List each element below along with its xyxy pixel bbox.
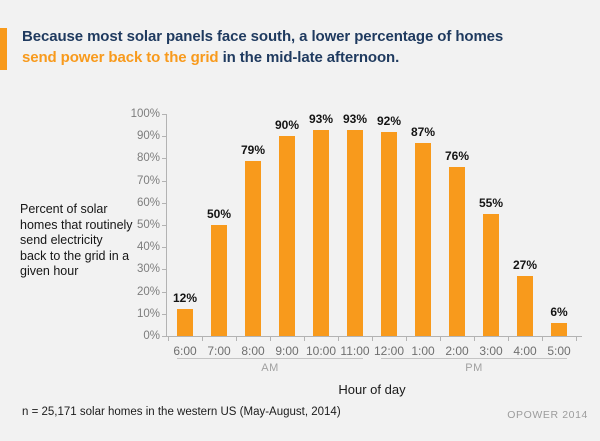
x-tick-label: 11:00	[340, 344, 370, 358]
y-tick-label: 0%	[143, 330, 160, 342]
y-tick-label: 40%	[136, 241, 160, 254]
x-tick-label: 8:00	[241, 344, 265, 358]
y-axis-description-line: homes that routinely	[20, 217, 133, 232]
x-tick	[338, 337, 339, 341]
bar-value-label: 90%	[274, 118, 300, 132]
x-axis-title: Hour of day	[338, 382, 406, 397]
y-tick	[162, 158, 166, 160]
y-tick	[162, 180, 166, 182]
bar	[449, 167, 465, 336]
y-tick-label: 50%	[136, 219, 160, 231]
bar-value-label: 50%	[206, 207, 232, 221]
x-tick-label: 7:00	[207, 344, 231, 358]
bar	[177, 309, 193, 336]
bar	[211, 225, 227, 336]
title-line1: Because most solar panels face south, a …	[22, 28, 504, 45]
x-tick-label: 6:00	[173, 344, 197, 358]
y-tick	[162, 114, 166, 115]
y-tick-label: 20%	[136, 285, 160, 298]
x-tick	[576, 337, 577, 341]
x-tick	[406, 337, 407, 341]
x-tick-label: 12:00	[373, 344, 405, 358]
x-tick	[474, 337, 475, 341]
bar	[551, 323, 567, 336]
bar	[245, 161, 261, 336]
title-accent-bar	[0, 28, 7, 70]
x-tick	[508, 337, 509, 341]
title-highlight: send power back to the grid	[22, 49, 219, 66]
y-tick-label: 90%	[136, 130, 160, 143]
bar-value-label: 87%	[410, 125, 436, 139]
y-axis-line	[166, 114, 167, 337]
bar	[347, 130, 363, 336]
x-tick	[168, 337, 169, 341]
x-tick-label: 3:00	[479, 344, 503, 358]
y-tick-label: 70%	[136, 174, 160, 187]
bar	[415, 143, 431, 336]
y-axis-description-line: back to the grid in a	[20, 248, 130, 263]
x-tick-label: 9:00	[275, 344, 299, 358]
bar-value-label: 92%	[376, 114, 402, 128]
bar	[381, 132, 397, 336]
y-tick	[162, 136, 166, 138]
x-tick-label: 5:00	[547, 344, 571, 358]
x-tick-label: 1:00	[411, 344, 435, 358]
sample-size-note: n = 25,171 solar homes in the western US…	[22, 406, 341, 418]
bar	[279, 136, 295, 336]
bar	[483, 214, 499, 336]
y-axis-description: Percent of solar homes that routinely se…	[20, 202, 170, 280]
bar-value-label: 93%	[342, 112, 368, 126]
bar	[313, 130, 329, 336]
y-tick	[162, 247, 166, 249]
x-tick	[304, 337, 305, 341]
group-underline	[381, 358, 567, 359]
bar-value-label: 79%	[240, 143, 266, 157]
y-tick-label: 30%	[136, 263, 160, 276]
x-axis-line	[166, 336, 582, 337]
y-tick	[162, 336, 166, 337]
x-tick	[542, 337, 543, 341]
brand-credit: OPOWER 2014	[507, 409, 588, 421]
y-tick	[162, 313, 166, 315]
bar-value-label: 93%	[308, 112, 334, 126]
y-axis-description-line: given hour	[20, 264, 79, 278]
x-tick	[202, 337, 203, 341]
bar-value-label: 27%	[512, 258, 538, 272]
y-tick-label: 80%	[136, 152, 160, 165]
x-tick-label: 4:00	[513, 344, 537, 358]
x-tick	[440, 337, 441, 341]
group-underline	[177, 358, 363, 359]
y-tick	[162, 202, 166, 204]
y-tick	[162, 291, 166, 293]
x-tick-label: 2:00	[445, 344, 469, 358]
bar-value-label: 55%	[478, 196, 504, 210]
bar-value-label: 6%	[550, 305, 568, 319]
title-line2-rest: in the mid-late afternoon.	[218, 49, 400, 66]
x-tick	[270, 337, 271, 341]
y-tick	[162, 269, 166, 271]
group-label: PM	[465, 362, 483, 374]
y-axis-description-line: send electricity	[20, 233, 103, 247]
y-tick-label: 100%	[130, 108, 160, 120]
bar-value-label: 76%	[444, 149, 470, 163]
bar	[517, 276, 533, 336]
x-tick-label: 10:00	[305, 344, 337, 358]
page-title: Because most solar panels face south, a …	[22, 26, 562, 68]
y-tick-label: 60%	[136, 196, 160, 209]
x-tick	[236, 337, 237, 341]
y-axis-description-line: Percent of solar	[20, 202, 108, 216]
y-tick	[162, 225, 166, 226]
bar-value-label: 12%	[172, 291, 198, 305]
group-label: AM	[261, 362, 279, 374]
x-tick	[372, 337, 373, 341]
y-tick-label: 10%	[136, 307, 160, 320]
